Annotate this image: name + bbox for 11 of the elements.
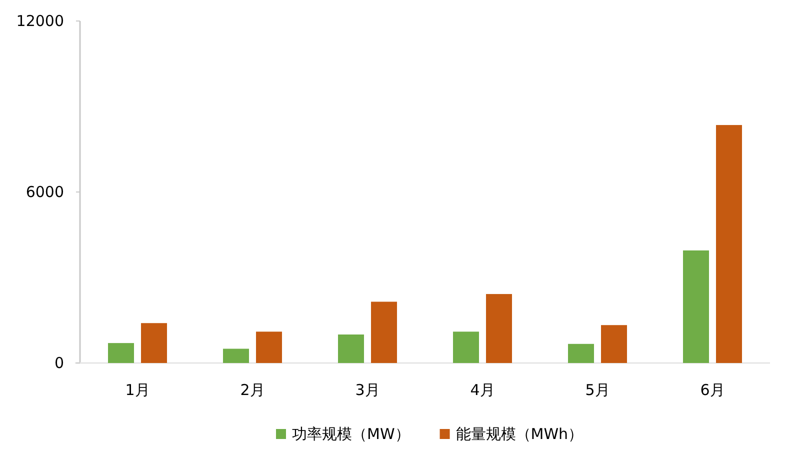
x-tick-label: 2月: [240, 381, 265, 399]
y-tick-label: 6000: [26, 183, 64, 201]
y-tick-label: 12000: [16, 12, 64, 30]
legend-label: 功率规模（MW）: [292, 425, 410, 443]
x-tick-label: 3月: [355, 381, 380, 399]
x-tick-label: 4月: [470, 381, 495, 399]
y-tick-label: 0: [54, 354, 64, 372]
x-tick-label: 5月: [585, 381, 610, 399]
legend-label: 能量规模（MWh）: [456, 425, 584, 443]
x-tick-label: 6月: [700, 381, 725, 399]
x-tick-label: 1月: [125, 381, 150, 399]
